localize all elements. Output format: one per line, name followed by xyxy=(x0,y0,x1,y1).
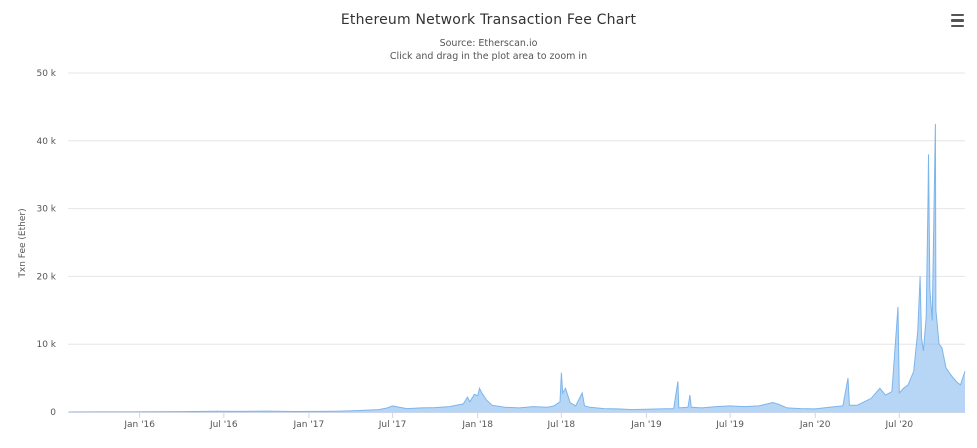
x-tick-label: Jul '18 xyxy=(547,420,576,430)
y-tick-label: 30 k xyxy=(36,205,56,215)
x-tick-label: Jul '20 xyxy=(885,420,914,430)
x-tick-label: Jan '17 xyxy=(293,420,325,430)
series-layer xyxy=(68,123,966,413)
menu-hamburger-icon xyxy=(951,14,964,17)
y-tick-label: 0 xyxy=(50,408,56,418)
x-tick-label: Jul '17 xyxy=(378,420,407,430)
series-area xyxy=(68,123,965,413)
series-line xyxy=(68,123,966,413)
chart-menu-button[interactable] xyxy=(949,14,967,30)
x-tick-label: Jul '16 xyxy=(209,420,238,430)
x-tick-label: Jan '20 xyxy=(799,420,831,430)
menu-hamburger-icon-bar xyxy=(951,24,964,28)
y-tick-label: 50 k xyxy=(36,69,56,79)
x-tick-label: Jan '18 xyxy=(461,420,493,430)
x-tick-label: Jan '19 xyxy=(630,420,662,430)
x-tick-label: Jan '16 xyxy=(123,420,155,430)
x-tick-label: Jul '19 xyxy=(715,420,744,430)
y-axis-title: Txn Fee (Ether) xyxy=(18,208,28,278)
chart-title: Ethereum Network Transaction Fee Chart xyxy=(340,12,637,28)
y-tick-label: 20 k xyxy=(36,272,56,282)
chart-subtitle-zoom-hint: Click and drag in the plot area to zoom … xyxy=(389,51,588,62)
axis-layer: 0 10 k 20 k 30 k 40 k 50 k Jan '16 Jul '16 Jan '… xyxy=(36,69,965,430)
y-tick-label: 40 k xyxy=(36,137,56,147)
grid-lines xyxy=(68,72,965,345)
y-tick-label: 10 k xyxy=(36,340,56,350)
menu-hamburger-icon-bar xyxy=(951,19,964,22)
chart-subtitle-source: Source: Etherscan.io xyxy=(439,38,538,49)
